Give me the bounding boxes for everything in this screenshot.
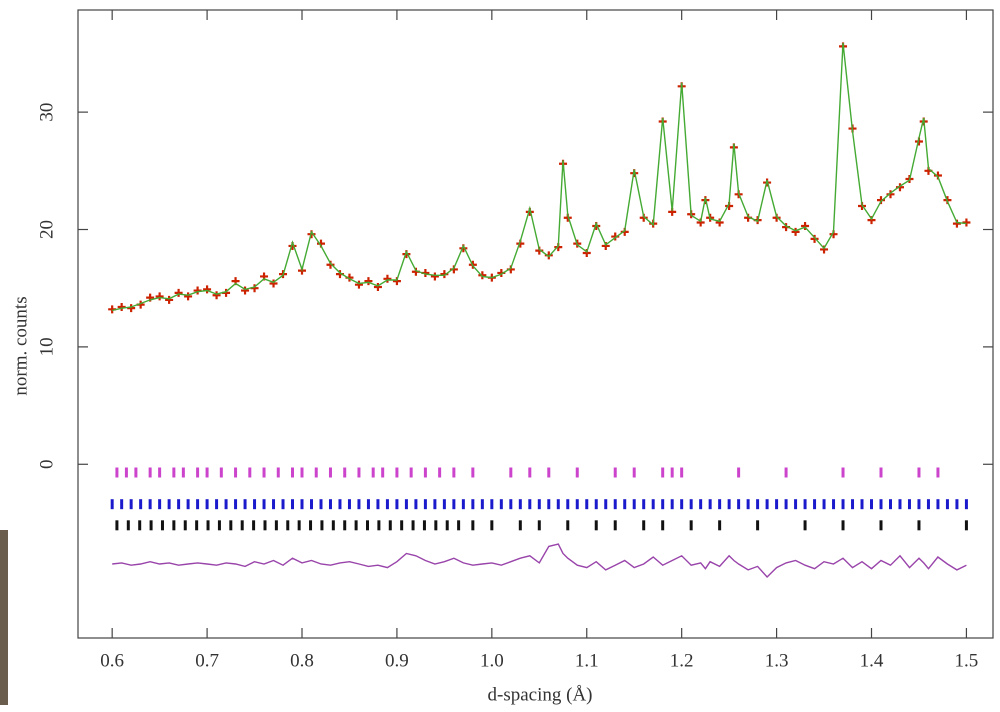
observed-point: [326, 260, 335, 269]
x-tick-label: 1.1: [575, 650, 599, 671]
observed-point: [715, 218, 724, 227]
x-tick-label: 0.9: [385, 650, 409, 671]
x-tick-label: 0.8: [290, 650, 314, 671]
observed-point: [952, 219, 961, 228]
observed-point: [203, 285, 212, 294]
y-tick-label: 30: [36, 103, 57, 122]
observed-point: [373, 283, 382, 292]
observed-point: [478, 271, 487, 280]
observed-point: [791, 227, 800, 236]
x-tick-label: 1.4: [860, 650, 884, 671]
observed-point: [810, 234, 819, 243]
series-line: [112, 543, 967, 579]
observed-point: [155, 292, 164, 301]
photo-edge: [0, 530, 8, 705]
x-axis-label: d-spacing (Å): [488, 684, 593, 705]
y-tick-label: 10: [36, 337, 57, 356]
y-tick-label: 20: [36, 220, 57, 239]
observed-point: [269, 279, 278, 288]
observed-point: [383, 274, 392, 283]
observed-point: [820, 245, 829, 254]
x-tick-label: 0.7: [195, 650, 219, 671]
x-tick-label: 1.5: [955, 650, 979, 671]
observed-point: [876, 196, 885, 205]
x-tick-label: 1.2: [670, 650, 694, 671]
observed-point: [962, 218, 971, 227]
x-tick-label: 0.6: [100, 650, 124, 671]
observed-point: [127, 304, 136, 313]
observed-point: [364, 277, 373, 286]
observed-point: [174, 288, 183, 297]
observed-point: [886, 190, 895, 199]
observed-point: [184, 292, 193, 301]
observed-point: [241, 286, 250, 295]
x-tick-label: 1.0: [480, 650, 504, 671]
plot-frame: [77, 9, 994, 639]
series-line: [112, 42, 967, 312]
observed-point: [354, 280, 363, 289]
observed-point: [440, 270, 449, 279]
y-axis-label: norm. counts: [10, 296, 31, 395]
observed-point: [430, 272, 439, 281]
observed-point: [193, 286, 202, 295]
observed-point: [801, 221, 810, 230]
observed-point: [212, 291, 221, 300]
observed-point: [165, 295, 174, 304]
x-tick-label: 1.3: [765, 650, 789, 671]
observed-point: [117, 302, 126, 311]
y-tick-label: 0: [36, 460, 57, 470]
